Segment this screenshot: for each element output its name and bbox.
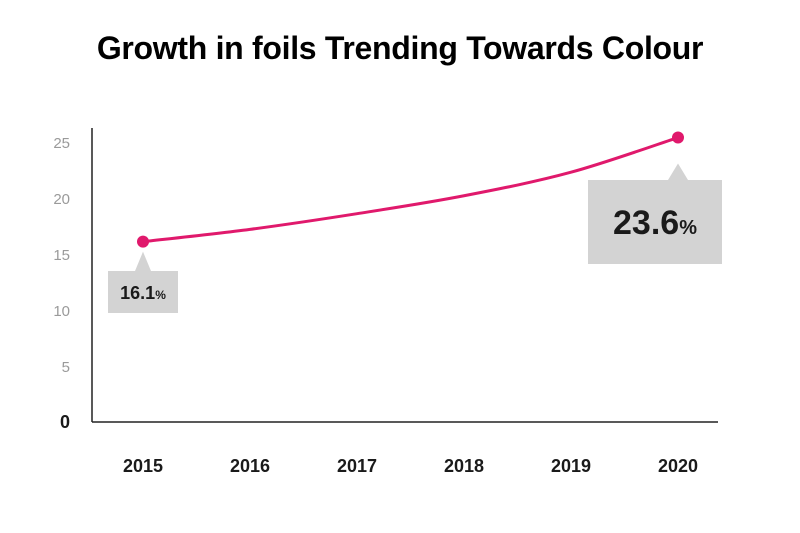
callout-label: 16.1% bbox=[120, 283, 166, 303]
x-tick-label: 2015 bbox=[123, 456, 163, 476]
series-points bbox=[137, 131, 684, 248]
y-tick-label: 10 bbox=[53, 303, 70, 320]
y-axis-ticks: 0 5 10 15 20 25 bbox=[53, 135, 70, 432]
series-line bbox=[141, 136, 680, 244]
data-point bbox=[672, 131, 684, 144]
data-point bbox=[137, 235, 149, 248]
callout-box bbox=[108, 251, 178, 313]
value-callouts: 16.1%23.6% bbox=[108, 163, 722, 313]
y-tick-label: 5 bbox=[62, 359, 70, 376]
x-tick-label: 2020 bbox=[658, 456, 698, 476]
x-axis-ticks: 2015 2016 2017 2018 2019 2020 bbox=[123, 456, 698, 476]
x-tick-label: 2017 bbox=[337, 456, 377, 476]
callout-unit: % bbox=[679, 217, 697, 239]
chart-title: Growth in foils Trending Towards Colour bbox=[96, 30, 704, 66]
callout-value: 16.1 bbox=[120, 283, 155, 303]
callout-box bbox=[588, 163, 722, 264]
y-tick-label: 15 bbox=[53, 247, 70, 264]
x-tick-label: 2016 bbox=[230, 456, 270, 476]
y-tick-label: 20 bbox=[53, 191, 70, 208]
callout-value: 23.6 bbox=[613, 204, 679, 242]
callout-unit: % bbox=[155, 288, 166, 302]
y-tick-label: 25 bbox=[53, 135, 70, 152]
x-tick-label: 2019 bbox=[551, 456, 591, 476]
x-tick-label: 2018 bbox=[444, 456, 484, 476]
y-tick-label: 0 bbox=[60, 412, 70, 432]
callout-label: 23.6% bbox=[613, 204, 697, 242]
